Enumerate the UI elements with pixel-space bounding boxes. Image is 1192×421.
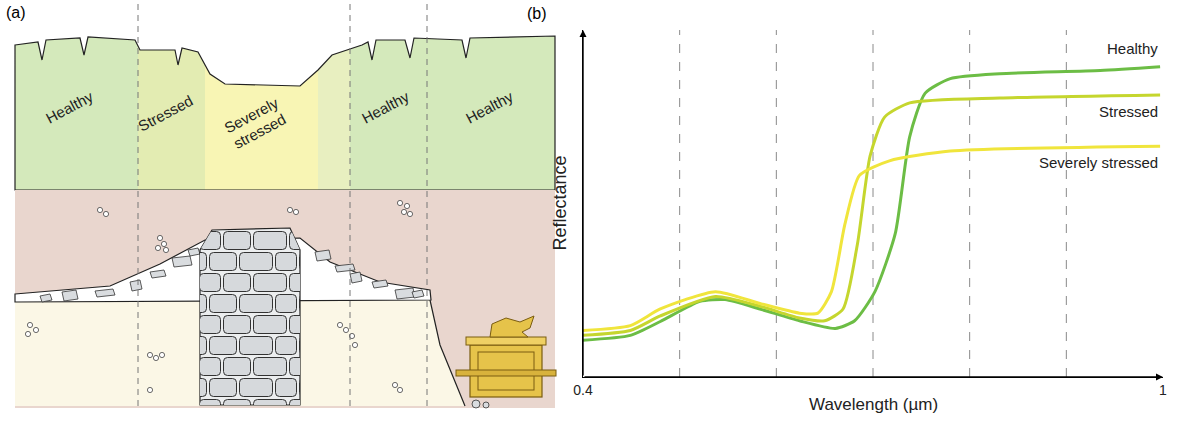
svg-text:Stressed: Stressed	[1099, 103, 1158, 120]
svg-text:(a): (a)	[6, 4, 26, 21]
svg-text:1: 1	[1159, 382, 1167, 398]
svg-text:Healthy: Healthy	[463, 87, 516, 126]
svg-text:0.4: 0.4	[573, 382, 593, 398]
svg-text:Stressed: Stressed	[135, 92, 195, 135]
svg-text:Healthy: Healthy	[43, 87, 96, 126]
svg-text:(b): (b)	[527, 5, 547, 22]
svg-text:Severely stressed: Severely stressed	[1039, 154, 1158, 171]
svg-text:Healthy: Healthy	[1107, 40, 1158, 57]
svg-text:Healthy: Healthy	[359, 87, 412, 126]
svg-text:Reflectance: Reflectance	[550, 155, 570, 250]
svg-text:Severelystressed: Severelystressed	[221, 94, 289, 153]
svg-text:Wavelength (µm): Wavelength (µm)	[809, 395, 938, 414]
